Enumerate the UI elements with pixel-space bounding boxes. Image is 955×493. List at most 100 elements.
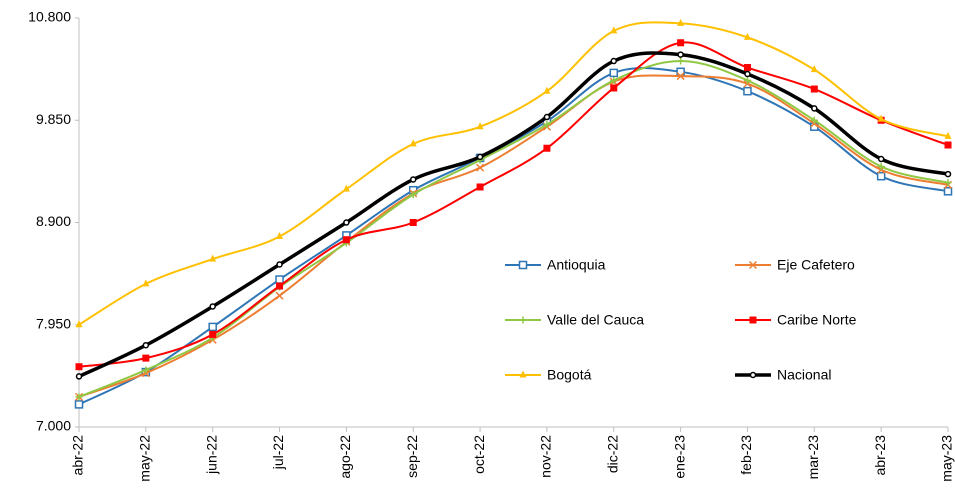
marker xyxy=(409,219,417,226)
marker xyxy=(610,76,618,84)
x-tick-label: may-23 xyxy=(939,435,955,482)
line xyxy=(78,74,949,398)
legend-label: Nacional xyxy=(777,367,831,383)
x-tick-label: ago-22 xyxy=(337,435,353,479)
x-tick-label: abr-23 xyxy=(872,435,888,476)
marker xyxy=(142,366,150,374)
marker xyxy=(610,57,618,65)
marker xyxy=(409,139,417,147)
marker xyxy=(749,371,757,379)
marker xyxy=(519,370,527,378)
x-tick-label: dic-22 xyxy=(604,435,620,473)
x-tick-label: jul-22 xyxy=(270,435,286,470)
legend-label: Eje Cafetero xyxy=(777,257,855,273)
marker xyxy=(276,282,284,290)
marker xyxy=(877,155,885,163)
marker xyxy=(748,260,758,270)
series xyxy=(74,67,953,409)
line xyxy=(78,67,949,406)
marker xyxy=(142,354,150,362)
marker xyxy=(609,68,619,78)
marker xyxy=(743,64,751,72)
marker xyxy=(476,122,484,130)
marker xyxy=(543,121,551,129)
marker xyxy=(209,254,217,262)
marker xyxy=(75,320,83,328)
marker xyxy=(142,341,150,349)
marker xyxy=(209,303,216,310)
y-tick-label: 10.800 xyxy=(28,9,71,25)
marker xyxy=(749,316,757,324)
marker xyxy=(275,275,284,284)
line xyxy=(78,21,949,326)
marker xyxy=(543,86,551,94)
x-tick-label: jun-22 xyxy=(203,435,219,475)
marker xyxy=(677,39,685,47)
marker xyxy=(610,84,618,92)
legend-label: Antioquia xyxy=(547,257,606,273)
marker xyxy=(342,184,350,192)
marker xyxy=(677,51,684,58)
marker xyxy=(811,105,818,112)
marker xyxy=(518,260,528,270)
series xyxy=(75,51,952,380)
x-tick-label: sep-22 xyxy=(404,435,420,478)
marker xyxy=(943,187,953,196)
legend: Antioquia Eje Cafetero Valle del Cauca Cari… xyxy=(505,257,857,383)
x-tick-label: oct-22 xyxy=(471,435,487,474)
marker xyxy=(944,170,952,178)
marker xyxy=(75,363,83,371)
marker xyxy=(74,400,84,409)
marker xyxy=(743,32,751,40)
series xyxy=(75,18,952,328)
marker xyxy=(810,65,818,73)
marker xyxy=(677,57,685,65)
marker xyxy=(743,76,751,84)
legend-label: Valle del Cauca xyxy=(547,312,644,328)
y-tick-label: 7.000 xyxy=(36,418,71,434)
marker xyxy=(543,144,551,152)
marker xyxy=(810,85,818,93)
y-tick-label: 9.850 xyxy=(36,111,71,127)
marker xyxy=(208,322,217,332)
y-tick-label: 7.950 xyxy=(36,315,71,331)
marker xyxy=(342,236,350,244)
marker xyxy=(677,18,685,26)
marker xyxy=(944,141,952,149)
legend-label: Bogotá xyxy=(547,367,592,383)
marker xyxy=(476,163,485,172)
marker xyxy=(275,291,284,300)
marker xyxy=(343,219,350,226)
marker xyxy=(409,191,417,199)
x-tick-label: feb-23 xyxy=(738,435,754,475)
marker xyxy=(276,231,284,239)
marker xyxy=(543,113,551,121)
marker xyxy=(75,393,83,401)
marker xyxy=(75,373,83,380)
series xyxy=(75,57,952,401)
marker xyxy=(476,183,484,191)
marker xyxy=(519,316,527,324)
series xyxy=(74,72,953,401)
marker xyxy=(276,261,283,268)
x-tick-label: mar-23 xyxy=(805,435,821,480)
x-tick-label: abr-22 xyxy=(70,435,86,476)
marker xyxy=(610,26,618,34)
marker xyxy=(810,116,818,124)
marker xyxy=(676,72,685,81)
marker xyxy=(877,163,885,171)
line xyxy=(78,41,949,368)
marker xyxy=(944,131,952,139)
marker xyxy=(209,330,217,338)
marker xyxy=(743,86,752,96)
x-tick-label: nov-22 xyxy=(538,435,554,478)
marker xyxy=(476,153,484,161)
marker xyxy=(876,171,886,181)
marker xyxy=(744,70,751,78)
x-tick-label: may-22 xyxy=(137,435,153,482)
x-tick-label: ene-23 xyxy=(671,435,687,479)
legend-label: Caribe Norte xyxy=(777,312,857,328)
marker xyxy=(877,114,885,122)
marker xyxy=(142,279,150,287)
